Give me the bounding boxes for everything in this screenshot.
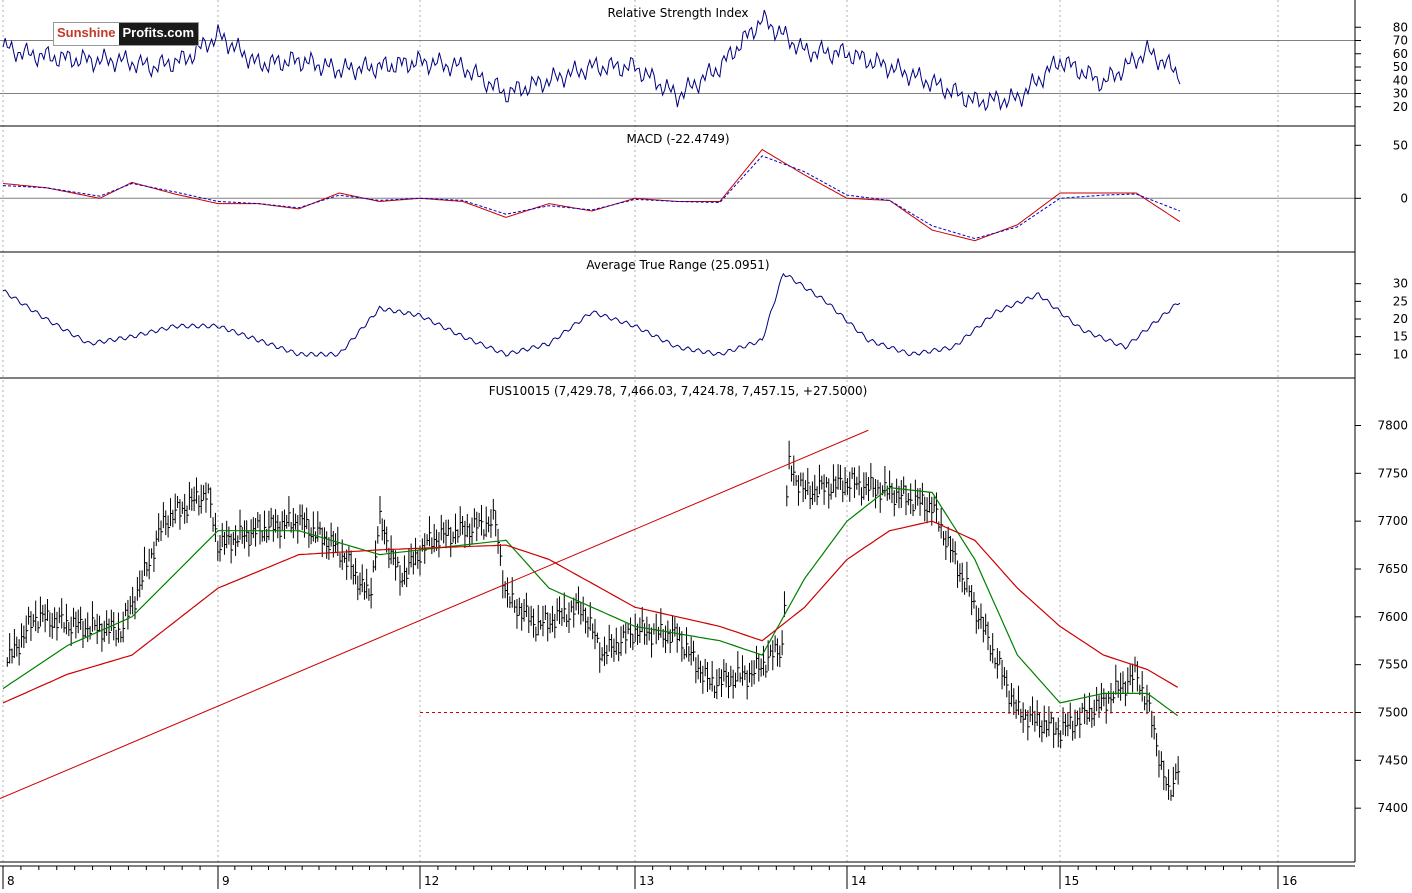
panel-title-1: MACD (-22.4749) <box>626 132 729 146</box>
y-tick-label: 7750 <box>1377 466 1408 480</box>
series-line-2-0 <box>2 272 1181 358</box>
x-tick-label: 15 <box>1064 874 1079 888</box>
y-tick-label: 7450 <box>1377 753 1408 767</box>
y-tick-label: 15 <box>1393 330 1408 344</box>
y-tick-label: 7600 <box>1377 610 1408 624</box>
series-line-0-0 <box>2 9 1181 112</box>
y-tick-label: 40 <box>1393 73 1408 87</box>
panel-title-0: Relative Strength Index <box>608 6 749 20</box>
moving-average-0 <box>2 487 1179 717</box>
y-tick-label: 70 <box>1393 34 1408 48</box>
sunshine-profits-logo: Sunshine Profits.com <box>53 22 200 46</box>
y-tick-label: 7500 <box>1377 705 1408 719</box>
x-tick-label: 14 <box>851 874 866 888</box>
y-tick-label: 7400 <box>1377 801 1408 815</box>
x-tick-label: 13 <box>639 874 654 888</box>
y-tick-label: 20 <box>1393 100 1408 114</box>
x-tick-label: 8 <box>7 874 15 888</box>
y-tick-label: 7800 <box>1377 418 1408 432</box>
y-tick-label: 20 <box>1393 312 1408 326</box>
y-tick-label: 50 <box>1393 138 1408 152</box>
y-tick-label: 30 <box>1393 277 1408 291</box>
x-tick-label: 12 <box>424 874 439 888</box>
y-tick-label: 10 <box>1393 347 1408 361</box>
y-tick-label: 7650 <box>1377 562 1408 576</box>
moving-average-1 <box>2 520 1179 704</box>
x-tick-label: 16 <box>1282 874 1297 888</box>
series-line-1-1 <box>2 155 1181 240</box>
y-tick-label: 60 <box>1393 47 1408 61</box>
x-tick-label: 9 <box>222 874 230 888</box>
logo-profits: Profits.com <box>118 23 199 45</box>
series-line-1-0 <box>2 148 1181 242</box>
resistance-trendline <box>0 429 869 800</box>
y-tick-label: 25 <box>1393 294 1408 308</box>
logo-sunshine: Sunshine <box>57 25 116 40</box>
panel-title-3: FUS10015 (7,429.78, 7,466.03, 7,424.78, … <box>489 384 868 398</box>
y-tick-label: 7700 <box>1377 514 1408 528</box>
y-tick-label: 30 <box>1393 87 1408 101</box>
y-tick-label: 80 <box>1393 20 1408 34</box>
y-tick-label: 0 <box>1400 191 1408 205</box>
panel-title-2: Average True Range (25.0951) <box>586 258 769 272</box>
y-tick-label: 7550 <box>1377 658 1408 672</box>
y-tick-label: 50 <box>1393 60 1408 74</box>
